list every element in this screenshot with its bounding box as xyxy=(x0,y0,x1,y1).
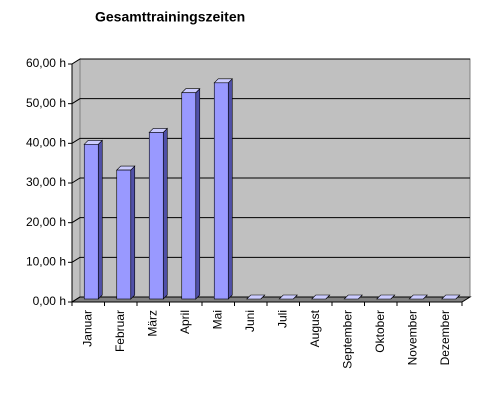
bar xyxy=(181,92,197,300)
grid-line xyxy=(71,217,470,224)
bar-top xyxy=(441,294,461,300)
x-tick-label: September xyxy=(340,310,354,369)
bar-top xyxy=(408,294,428,300)
grid-line xyxy=(71,98,470,105)
x-tick-label: Januar xyxy=(80,310,94,347)
x-tick-label: November xyxy=(405,310,419,365)
bar xyxy=(116,169,132,300)
bar xyxy=(83,144,99,300)
x-tick-label: März xyxy=(145,310,159,337)
x-tick-label: Juni xyxy=(243,310,257,332)
chart-title: Gesamttrainingszeiten xyxy=(95,9,245,25)
grid-line xyxy=(71,58,470,65)
x-tick-label: Februar xyxy=(113,310,127,352)
y-tick-label: 50,00 h xyxy=(26,96,66,110)
grid-line xyxy=(71,177,470,184)
y-tick-label: 20,00 h xyxy=(26,215,66,229)
bar-side xyxy=(227,78,233,300)
x-tick-label: Juli xyxy=(275,310,289,328)
y-tick-label: 10,00 h xyxy=(26,255,66,269)
bar-top xyxy=(311,294,331,300)
x-tick-label: August xyxy=(308,309,322,347)
bar-top xyxy=(278,294,298,300)
bar xyxy=(213,82,229,300)
grid-line xyxy=(71,296,470,303)
x-tick-label: April xyxy=(178,310,192,334)
y-tick-label: 30,00 h xyxy=(26,175,66,189)
y-tick-label: 40,00 h xyxy=(26,136,66,150)
bar-top xyxy=(343,294,363,300)
bar-top xyxy=(246,294,266,300)
bar-side xyxy=(97,139,103,300)
x-tick-label: Dezember xyxy=(438,310,452,365)
bar-side xyxy=(195,88,201,300)
grid-line xyxy=(71,137,470,144)
y-tick-label: 60,00 h xyxy=(26,56,66,70)
bar-top xyxy=(376,294,396,300)
x-tick-label: Oktober xyxy=(373,310,387,353)
grid-line xyxy=(71,256,470,263)
y-tick-label: 0,00 h xyxy=(33,294,66,308)
bar xyxy=(148,132,164,300)
x-tick-label: Mai xyxy=(210,310,224,329)
bar-side xyxy=(130,165,136,300)
bar-side xyxy=(162,127,168,300)
